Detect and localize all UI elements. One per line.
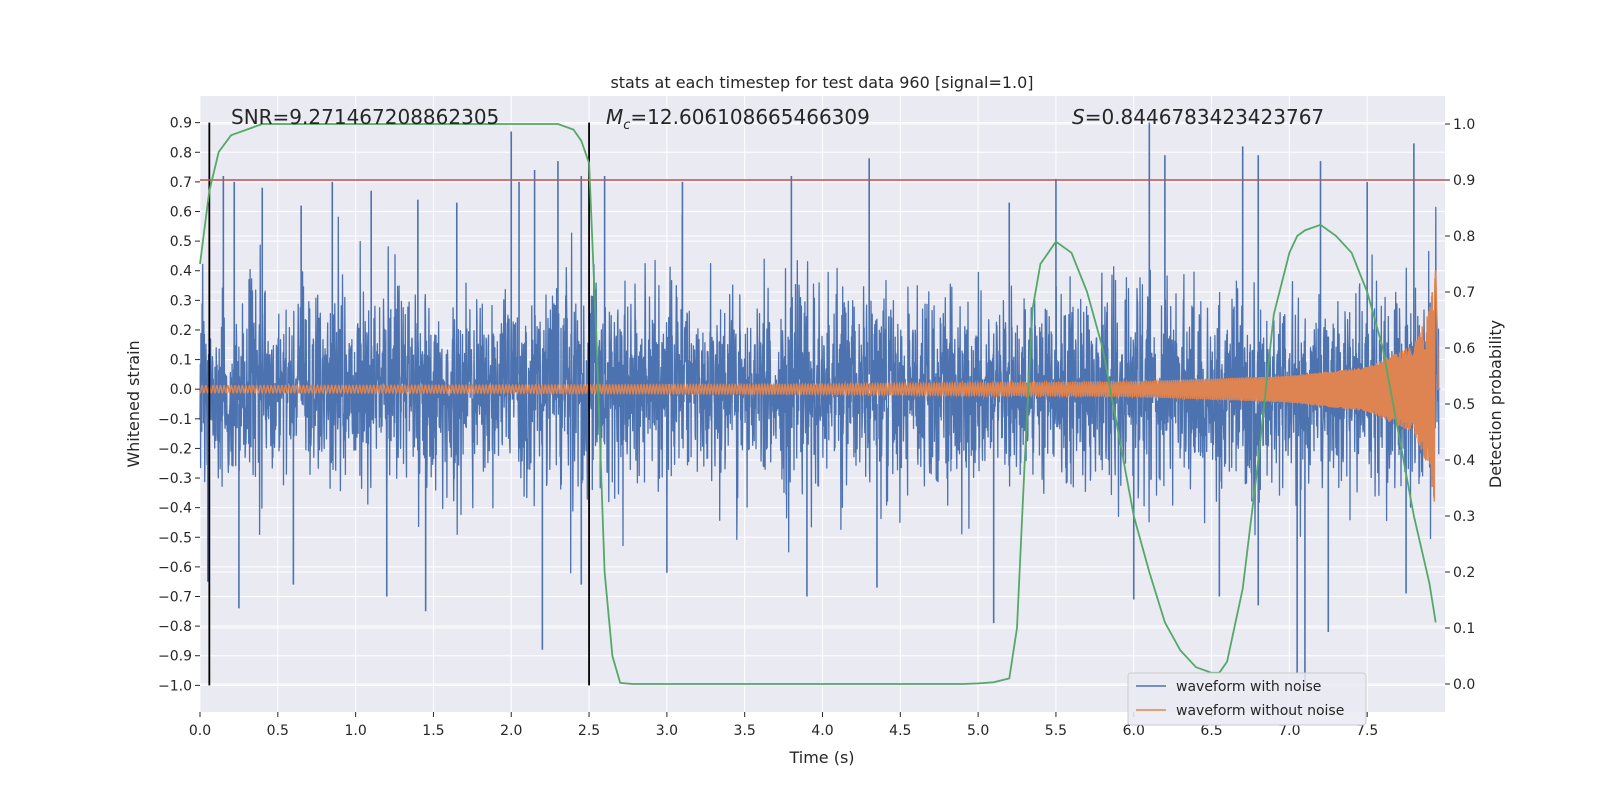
legend: waveform with noise waveform without noi… [1127,672,1367,726]
chirp-mass-annotation: Mc=12.606108665466309 [606,105,870,133]
y-tick-label-0: 0.9 [170,116,192,132]
x-tick-label-8: 4.0 [811,723,833,739]
y2-tick-label-5: 0.5 [1453,397,1475,413]
detection-probability-series [199,123,1445,685]
y2-tick-label-4: 0.6 [1453,341,1475,357]
y2-tick-label-10: 0.0 [1453,677,1475,693]
y-tick-label-5: 0.4 [170,264,192,280]
x-tick-label-6: 3.0 [656,723,678,739]
x-tick-label-1: 0.5 [267,723,289,739]
clean-waveform-trace [199,270,1441,502]
y-tick-label-18: −0.9 [158,649,192,665]
y-tick-label-16: −0.7 [158,590,192,606]
detection-probability-line [199,123,1437,685]
y2-tick-label-9: 0.1 [1453,621,1475,637]
x-tick-label-4: 2.0 [500,723,522,739]
y2-tick-label-2: 0.8 [1453,229,1475,245]
y2-tick-label-3: 0.7 [1453,285,1475,301]
y-tick-label-15: −0.6 [158,560,192,576]
x-tick-label-7: 3.5 [734,723,756,739]
time-marker-lines [208,122,590,686]
waveform-without-noise-series [199,270,1441,502]
axis-ticks: 0.0 0.5 1.0 1.5 2.0 2.5 3.0 3.5 4.0 4.5 5.0 5.5 6.0 6… [158,116,1475,739]
y-tick-label-17: −0.8 [158,619,192,635]
y-tick-label-11: −0.2 [158,441,192,457]
chart-title: stats at each timestep for test data 960… [610,73,1033,92]
y-tick-label-6: 0.3 [170,293,192,309]
y2-tick-label-0: 1.0 [1453,117,1475,133]
y-tick-label-2: 0.7 [170,175,192,191]
y2-tick-label-8: 0.2 [1453,565,1475,581]
y-tick-label-3: 0.6 [170,205,192,221]
x-tick-label-14: 7.0 [1278,723,1300,739]
x-tick-label-13: 6.5 [1200,723,1222,739]
x-tick-label-0: 0.0 [189,723,211,739]
waveform-with-noise-series [199,122,1440,686]
x-tick-label-5: 2.5 [578,723,600,739]
x-tick-label-3: 1.5 [422,723,444,739]
y-tick-label-12: −0.3 [158,471,192,487]
y-tick-label-14: −0.5 [158,530,192,546]
y2-tick-label-7: 0.3 [1453,509,1475,525]
y-tick-label-10: −0.1 [158,412,192,428]
y2-tick-label-1: 0.9 [1453,173,1475,189]
y-tick-label-1: 0.8 [170,145,192,161]
y2-axis-label: Detection probability [1486,320,1505,488]
x-tick-label-9: 4.5 [889,723,911,739]
y-tick-label-8: 0.1 [170,353,192,369]
x-tick-label-11: 5.5 [1045,723,1067,739]
chirp-mass-subscript: c [623,118,630,133]
chirp-mass-value: =12.606108665466309 [630,105,869,129]
score-annotation: S=0.8446783423423767 [1072,105,1324,129]
x-tick-label-2: 1.0 [344,723,366,739]
score-symbol: S [1072,105,1085,129]
y-tick-label-9: 0.0 [170,382,192,398]
x-tick-label-15: 7.5 [1356,723,1378,739]
x-tick-label-12: 6.0 [1123,723,1145,739]
y-axis-label: Whitened strain [124,340,143,467]
y-tick-label-13: −0.4 [158,501,192,517]
x-axis-label: Time (s) [788,748,854,767]
score-value: =0.8446783423423767 [1085,105,1324,129]
y-tick-label-4: 0.5 [170,234,192,250]
y2-tick-label-6: 0.4 [1453,453,1475,469]
legend-label-waveform-without-noise: waveform without noise [1176,703,1344,719]
snr-annotation: SNR=9.271467208862305 [231,105,499,129]
y-tick-label-7: 0.2 [170,323,192,339]
legend-box [1127,672,1367,726]
legend-label-waveform-with-noise: waveform with noise [1176,679,1321,695]
x-tick-label-10: 5.0 [967,723,989,739]
chirp-mass-symbol: M [606,105,623,129]
y-tick-label-19: −1.0 [158,678,192,694]
